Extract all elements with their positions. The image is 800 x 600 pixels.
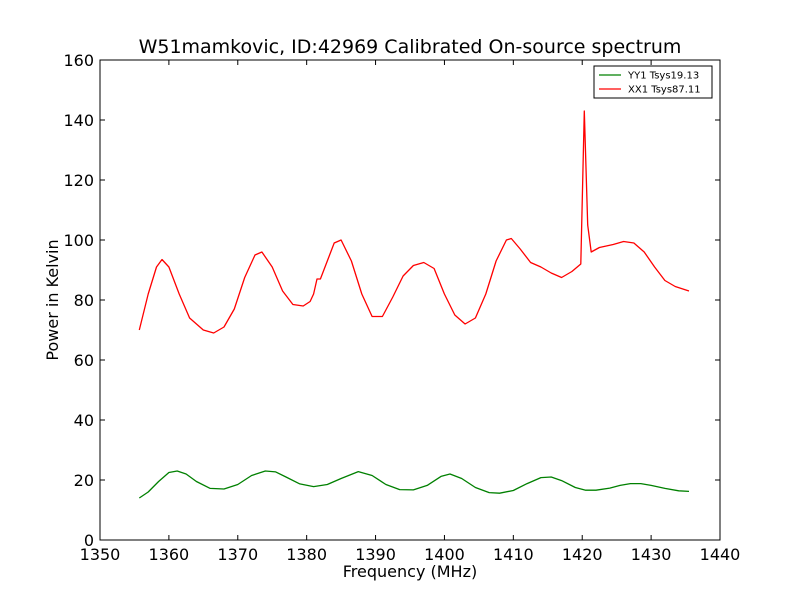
x-tick-label: 1420: [562, 545, 603, 564]
legend: YY1 Tsys19.13 XX1 Tsys87.11: [593, 65, 713, 99]
series-line-2: [138, 110, 690, 334]
y-tick-label: 60: [74, 351, 94, 370]
y-tick-label: 80: [74, 291, 94, 310]
y-tick-label: 0: [84, 531, 94, 550]
x-tick-label: 1370: [217, 545, 258, 564]
axes: 1350 1360 1370 1380 1390 1400 1410 1420 1430 1440…: [63, 51, 740, 564]
x-tick-label: 1350: [80, 545, 121, 564]
series-line-1: [138, 470, 690, 499]
chart-title: W51mamkovic, ID:42969 Calibrated On-sour…: [139, 36, 682, 58]
x-tick-label: 1380: [286, 545, 327, 564]
y-tick-label: 140: [63, 111, 94, 130]
legend-box: [593, 65, 713, 99]
legend-label-2: XX1 Tsys87.11: [628, 85, 701, 96]
y-tick-label: 160: [63, 51, 94, 70]
y-tick-label: 100: [63, 231, 94, 250]
y-tick-label: 120: [63, 171, 94, 190]
plot-background: [100, 60, 720, 540]
x-tick-label: 1440: [700, 545, 741, 564]
x-axis-label: Frequency (MHz): [343, 562, 477, 581]
x-tick-label: 1430: [631, 545, 672, 564]
plot-area: [100, 60, 720, 540]
legend-label-1: YY1 Tsys19.13: [627, 71, 699, 82]
x-tick-label: 1400: [424, 545, 465, 564]
x-tick-label: 1360: [149, 545, 190, 564]
y-tick-label: 20: [74, 471, 94, 490]
y-axis-label: Power in Kelvin: [43, 239, 62, 360]
y-tick-label: 40: [74, 411, 94, 430]
x-tick-label: 1390: [355, 545, 396, 564]
x-tick-label: 1410: [493, 545, 534, 564]
